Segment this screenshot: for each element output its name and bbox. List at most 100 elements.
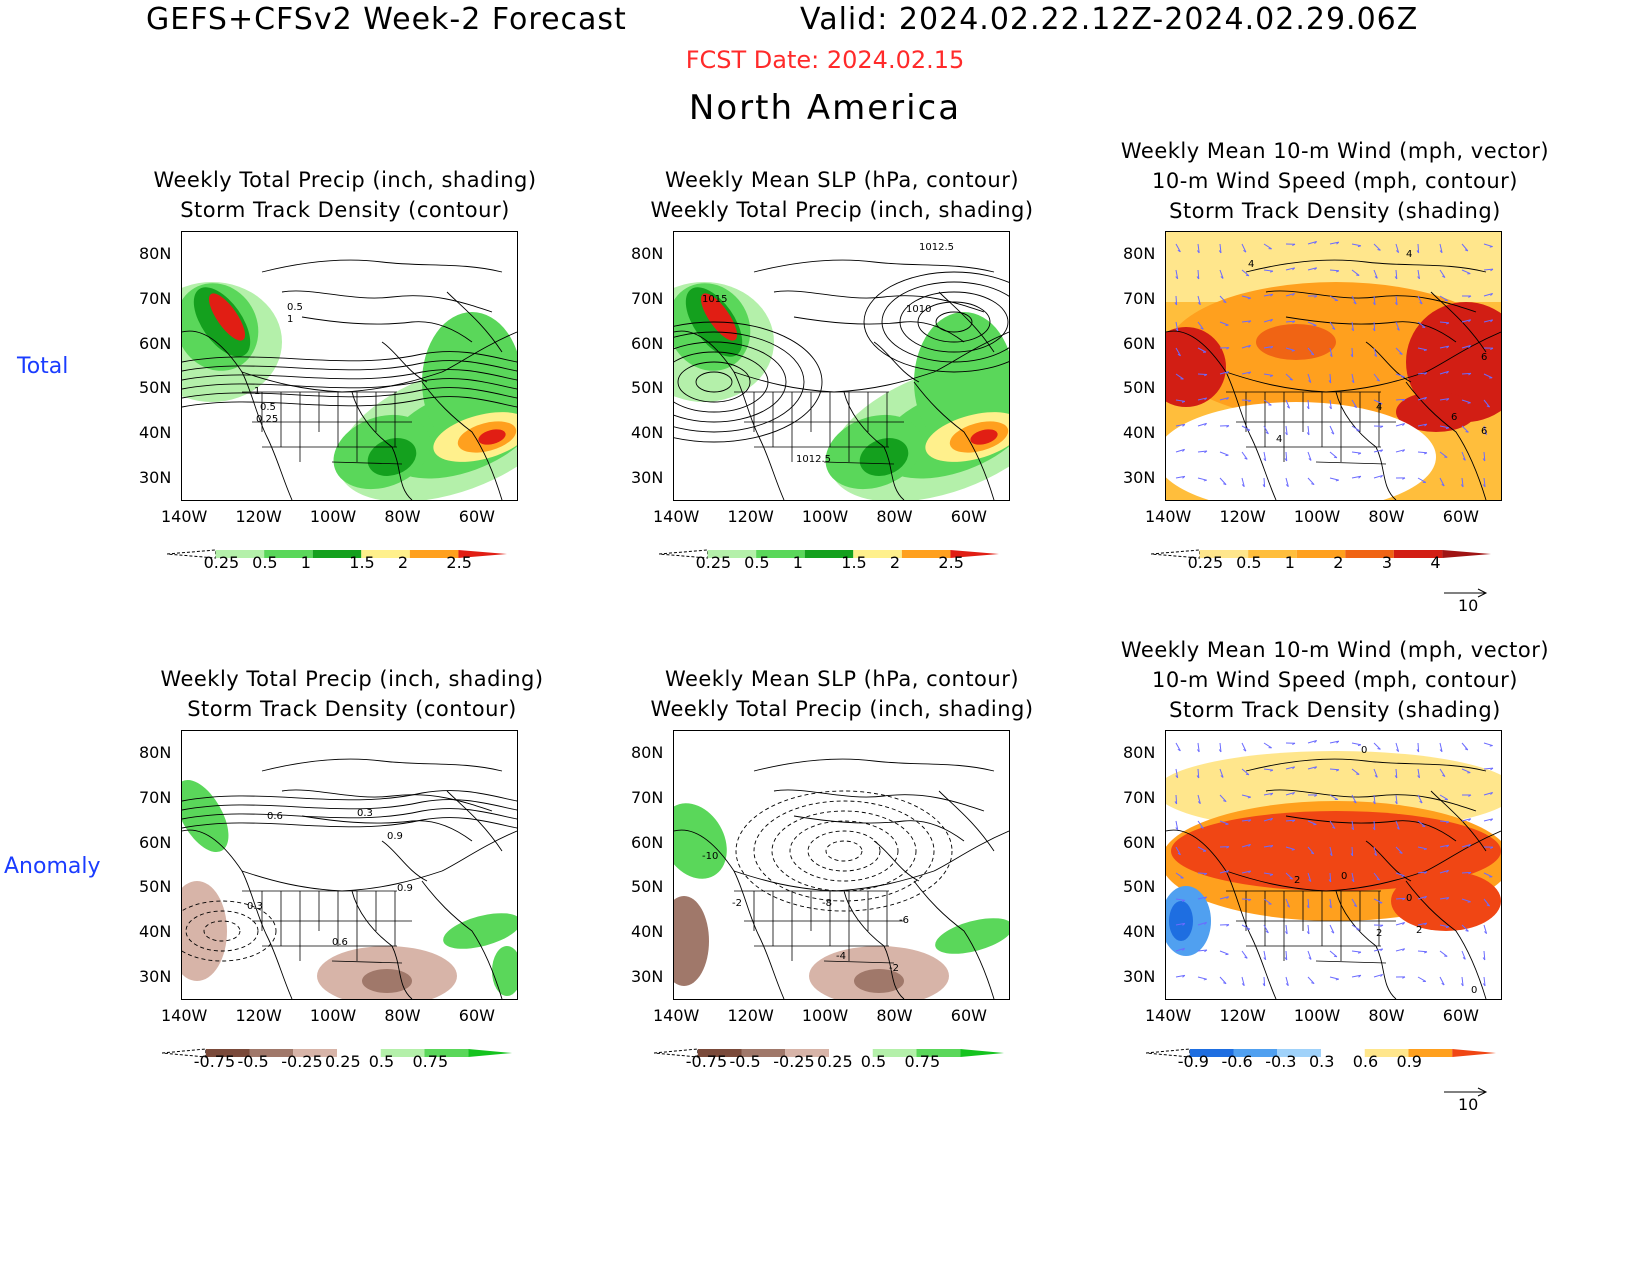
colorbar-label: 3 xyxy=(1381,553,1393,572)
colorbar-storm-total xyxy=(1150,544,1511,559)
lon-tick-label: 140W xyxy=(1145,1006,1192,1025)
forecast-date: FCST Date: 2024.02.15 xyxy=(685,46,965,74)
lon-tick-label: 120W xyxy=(235,1006,282,1025)
lat-tick-label: 80N xyxy=(631,743,664,763)
colorbar-label: 0.5 xyxy=(860,1052,887,1071)
lat-tick-label: 60N xyxy=(1123,832,1156,852)
colorbar-label: 1 xyxy=(300,553,311,572)
lat-tick-label: 40N xyxy=(139,922,172,941)
colorbar-label: -0.25 xyxy=(773,1052,815,1071)
colorbar-storm-anomaly xyxy=(1145,1043,1516,1058)
lon-tick-label: 100W xyxy=(1293,1006,1341,1025)
lon-tick-label: 80W xyxy=(876,1006,913,1025)
colorbar-swatch xyxy=(829,1049,873,1057)
colorbar-swatch xyxy=(1364,1049,1409,1057)
contour-label: 2 xyxy=(1416,925,1422,936)
colorbar-swatch xyxy=(409,550,459,558)
colorbar-swatch xyxy=(1321,1049,1365,1057)
contour-label: 1012.5 xyxy=(919,242,954,253)
lat-tick-label: 60N xyxy=(631,832,664,852)
title-line: 10-m Wind Speed (mph, contour) xyxy=(1152,169,1518,193)
lat-tick-label: 50N xyxy=(139,877,172,897)
contour-label: 0.6 xyxy=(332,937,348,948)
contour-label: 0.5 xyxy=(260,402,276,413)
lat-tick-label: 30N xyxy=(139,467,172,487)
lon-tick-label: 120W xyxy=(235,507,282,526)
colorbar-label: 0.5 xyxy=(744,553,770,572)
lat-tick-label: 70N xyxy=(139,289,172,308)
title-line: Weekly Total Precip (inch, shading) xyxy=(160,667,544,691)
colorbar-swatch xyxy=(1248,550,1297,558)
colorbar-label: 2.5 xyxy=(938,553,964,572)
lon-tick-label: 120W xyxy=(1219,1006,1266,1025)
lat-tick-label: 30N xyxy=(1123,966,1156,986)
colorbar-swatch xyxy=(1345,550,1394,558)
colorbar-swatch xyxy=(424,1049,469,1057)
colorbar-swatch xyxy=(853,550,902,558)
colorbar-swatch xyxy=(361,550,410,558)
colorbar-label: 0.5 xyxy=(1236,553,1262,572)
lon-tick-label: 80W xyxy=(1368,507,1405,526)
region-title: North America xyxy=(688,88,962,128)
map-anomaly-wind: 0 2 0 0 2 2 0 xyxy=(1165,730,1502,1000)
lon-tick-label: 80W xyxy=(876,507,913,526)
lat-tick-label: 50N xyxy=(1123,378,1156,398)
lon-tick-label: 60W xyxy=(1442,1006,1479,1025)
colorbar-label: 0.75 xyxy=(904,1052,941,1071)
contour-label: 0 xyxy=(1341,871,1347,882)
lat-tick-label: 80N xyxy=(1123,244,1156,264)
colorbar-swatch xyxy=(380,1049,425,1057)
lat-tick-label: 40N xyxy=(631,922,664,941)
lat-tick-label: 30N xyxy=(631,966,664,986)
lon-tick-label: 60W xyxy=(458,507,495,526)
colorbar-swatch xyxy=(1189,1049,1234,1057)
contour-label: 1010 xyxy=(906,304,931,315)
colorbar-label: 2 xyxy=(397,553,409,572)
lat-tick-label: 50N xyxy=(631,378,664,398)
lat-tick-label: 60N xyxy=(139,333,172,353)
colorbar-swatch xyxy=(707,550,757,558)
lon-tick-label: 140W xyxy=(653,507,700,526)
map-total-slp: 1012.5 1015 1010 1012.5 xyxy=(673,231,1010,501)
contour-label: -6 xyxy=(899,915,909,926)
colorbar-swatch xyxy=(697,1049,742,1057)
colorbar-label: 0.6 xyxy=(1352,1052,1379,1071)
lat-tick-label: 70N xyxy=(631,289,664,308)
colorbar-swatch xyxy=(264,550,313,558)
colorbar-swatch xyxy=(872,1049,917,1057)
colorbar-label: 2 xyxy=(1333,553,1344,572)
title-line: Weekly Mean 10-m Wind (mph, vector) xyxy=(1120,139,1550,163)
colorbar-precip-total-2 xyxy=(658,544,1019,559)
colorbar-swatch xyxy=(1296,550,1346,558)
lon-tick-label: 140W xyxy=(161,1006,208,1025)
lon-tick-label: 80W xyxy=(384,1006,421,1025)
colorbar-label: -0.75 xyxy=(193,1052,236,1071)
title-line: Weekly Total Precip (inch, shading) xyxy=(153,168,537,192)
lat-tick-label: 30N xyxy=(631,467,664,487)
contour-label: 1015 xyxy=(702,294,727,305)
contour-label: 4 xyxy=(1406,249,1412,260)
colorbar-swatch xyxy=(337,1049,381,1057)
panel-title-anom-wind: Weekly Mean 10-m Wind (mph, vector) 10-m… xyxy=(1100,635,1570,725)
colorbar-swatch xyxy=(804,550,854,558)
contour-label: 0.5 xyxy=(287,302,303,313)
colorbar-label: 0.75 xyxy=(412,1052,449,1071)
lon-tick-label: 140W xyxy=(653,1006,700,1025)
contour-label: 4 xyxy=(1248,259,1254,270)
contour-label: 2 xyxy=(1294,875,1300,886)
colorbar-swatch xyxy=(901,550,951,558)
colorbar-label: 1.5 xyxy=(841,553,867,572)
valid-period: Valid: 2024.02.22.12Z-2024.02.29.06Z xyxy=(800,2,1419,37)
vector-key-total: 10 xyxy=(1442,584,1492,624)
colorbar-label: 0.3 xyxy=(1309,1052,1335,1071)
colorbar-label: 0.25 xyxy=(817,1052,853,1071)
colorbar-label: -0.5 xyxy=(729,1052,761,1071)
title-line: Storm Track Density (contour) xyxy=(180,198,510,222)
contour-label: 0.9 xyxy=(397,883,413,894)
colorbar-label: 0.25 xyxy=(203,553,240,572)
contour-label: 0.6 xyxy=(267,811,283,822)
colorbar-swatch xyxy=(293,1049,337,1057)
lon-tick-label: 60W xyxy=(950,507,987,526)
contour-label: 4 xyxy=(1376,402,1382,413)
colorbar-label: 2 xyxy=(889,553,901,572)
